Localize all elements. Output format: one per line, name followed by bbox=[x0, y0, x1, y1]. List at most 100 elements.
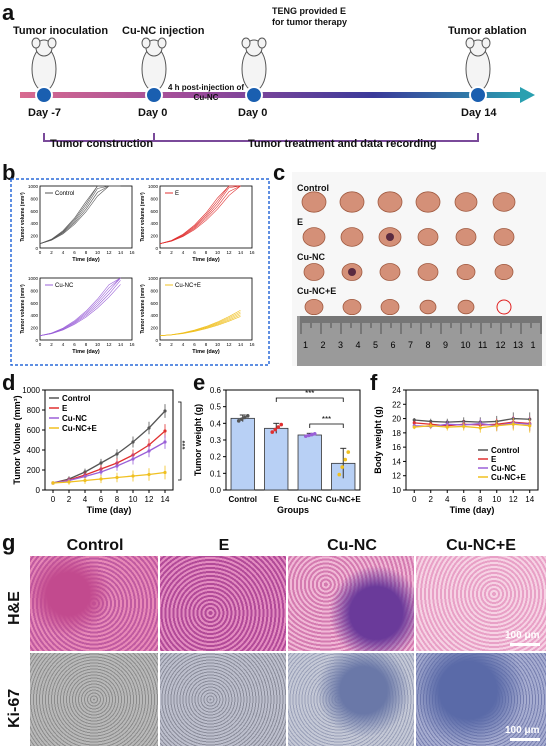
x-tick-label: 10 bbox=[129, 495, 138, 504]
tumor-spot bbox=[386, 233, 394, 241]
data-dot bbox=[303, 434, 308, 439]
y-axis-label: Tumor weight (g) bbox=[193, 404, 203, 476]
x-tick-label: 2 bbox=[170, 250, 173, 255]
x-tick-label: 0 bbox=[51, 495, 56, 504]
legend-label: Control bbox=[62, 394, 90, 403]
x-tick-label: 12 bbox=[509, 495, 518, 504]
x-tick-label: 10 bbox=[215, 342, 221, 347]
day-4-label: Day 14 bbox=[461, 107, 497, 119]
y-tick-label: 400 bbox=[30, 221, 38, 226]
mouse-curve bbox=[159, 310, 241, 336]
tumor-photo-graphic bbox=[301, 191, 516, 316]
x-tick-label: Control bbox=[229, 495, 257, 504]
y-tick-label: 600 bbox=[150, 209, 158, 214]
legend-label: Cu-NC bbox=[55, 283, 74, 289]
x-tick-label: 6 bbox=[73, 342, 76, 347]
legend-label: Cu-NC bbox=[62, 414, 87, 423]
y-tick-label: 0 bbox=[35, 338, 38, 343]
x-tick-label: 6 bbox=[193, 250, 196, 255]
mouse-curve bbox=[39, 185, 121, 244]
mouse-curve bbox=[39, 185, 121, 244]
g-row-he: H&E bbox=[6, 591, 23, 625]
x-tick-label: 8 bbox=[85, 250, 88, 255]
photo-row-e: E bbox=[297, 217, 304, 227]
legend-label: Cu-NC bbox=[491, 464, 516, 473]
y-tick-label: 0.0 bbox=[210, 486, 222, 495]
data-dot bbox=[270, 430, 275, 434]
legend-label: E bbox=[62, 404, 68, 413]
empty-tumor-marker bbox=[496, 299, 512, 315]
sig-label: *** bbox=[305, 389, 314, 398]
tumor bbox=[339, 191, 365, 213]
tumor bbox=[415, 191, 441, 213]
tumor bbox=[342, 298, 362, 316]
ruler-number: 11 bbox=[478, 340, 487, 350]
x-tick-label: 8 bbox=[115, 495, 120, 504]
ruler-number: 4 bbox=[356, 340, 361, 350]
x-tick-label: 12 bbox=[226, 342, 232, 347]
x-tick-label: 8 bbox=[205, 342, 208, 347]
x-tick-label: 6 bbox=[73, 250, 76, 255]
data-point bbox=[412, 418, 416, 422]
x-tick-label: 6 bbox=[462, 495, 467, 504]
ruler-number: 9 bbox=[443, 340, 448, 350]
x-tick-label: 14 bbox=[238, 250, 244, 255]
x-tick-label: 2 bbox=[170, 342, 173, 347]
x-tick-label: 4 bbox=[445, 495, 450, 504]
ruler-number: 1 bbox=[531, 340, 536, 350]
x-tick-label: 0 bbox=[39, 342, 42, 347]
tumor bbox=[379, 263, 401, 281]
he-e bbox=[160, 556, 288, 651]
data-point bbox=[163, 409, 167, 413]
x-tick-label: E bbox=[274, 495, 280, 504]
x-tick-label: 14 bbox=[161, 495, 170, 504]
he-cunc bbox=[288, 556, 416, 651]
data-dot bbox=[309, 432, 314, 437]
x-tick-label: 10 bbox=[95, 342, 101, 347]
he-control bbox=[30, 556, 160, 651]
data-point bbox=[67, 480, 71, 484]
y-tick-label: 800 bbox=[27, 406, 41, 415]
day-3-label: Day 0 bbox=[238, 107, 268, 119]
data-point bbox=[429, 424, 433, 428]
x-tick-label: 4 bbox=[62, 342, 65, 347]
panel-d-chart: 0 200 400 600 800 1000 0 2 4 6 8 10 12 14 Time (day) Tu… bbox=[12, 386, 190, 515]
mouse-curve bbox=[39, 277, 121, 336]
x-tick-label: 4 bbox=[182, 250, 185, 255]
data-dot bbox=[343, 457, 348, 462]
y-tick-label: 600 bbox=[150, 301, 158, 306]
y-tick-label: 800 bbox=[30, 288, 38, 293]
ruler-number: 5 bbox=[373, 340, 378, 350]
tumor bbox=[377, 191, 403, 213]
y-tick-label: 1000 bbox=[148, 276, 159, 281]
legend-label: E bbox=[175, 191, 179, 197]
x-axis-label: Time (day) bbox=[72, 257, 100, 263]
sig-label: *** bbox=[181, 440, 190, 449]
ruler-marks: 1 2 3 4 5 6 7 8 9 10 11 12 13 1 bbox=[300, 316, 542, 350]
x-tick-label: 12 bbox=[106, 250, 112, 255]
plot-frame bbox=[44, 389, 174, 491]
tumor bbox=[417, 263, 439, 281]
y-axis-label: Tumor volume (mm³) bbox=[140, 284, 146, 334]
y-tick-label: 400 bbox=[150, 313, 158, 318]
y-tick-label: 1000 bbox=[28, 184, 39, 189]
ki67-cunce bbox=[416, 653, 548, 746]
y-tick-label: 600 bbox=[27, 426, 41, 435]
y-tick-label: 0.6 bbox=[210, 386, 222, 395]
g-col-control: Control bbox=[66, 537, 124, 554]
data-point bbox=[478, 426, 482, 430]
panel-g-label: g bbox=[2, 530, 16, 555]
data-point bbox=[131, 440, 135, 444]
x-axis-label: Time (day) bbox=[192, 349, 220, 355]
data-dot bbox=[279, 422, 284, 427]
photo-row-cunce: Cu-NC+E bbox=[297, 286, 337, 296]
data-point bbox=[131, 474, 135, 478]
y-tick-label: 22 bbox=[392, 400, 401, 409]
x-tick-label: 2 bbox=[67, 495, 72, 504]
x-tick-label: 16 bbox=[249, 342, 255, 347]
tumor-spot bbox=[348, 268, 356, 276]
ki67-e bbox=[160, 653, 288, 746]
x-tick-label: 0 bbox=[39, 250, 42, 255]
ruler-number: 12 bbox=[496, 340, 506, 350]
data-point bbox=[115, 475, 119, 480]
